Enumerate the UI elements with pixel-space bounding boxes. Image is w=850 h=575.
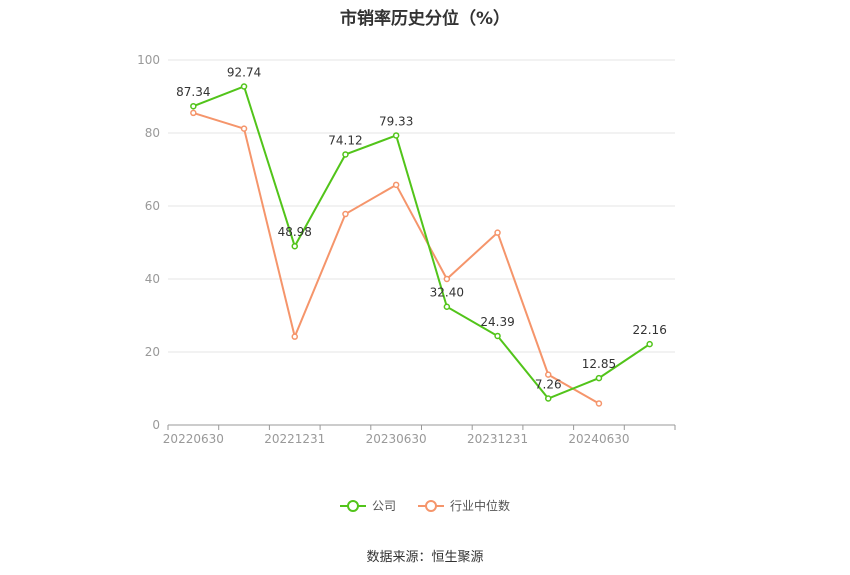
legend-industry-marker xyxy=(418,499,444,512)
series-lines xyxy=(190,83,653,407)
y-tick-label: 40 xyxy=(145,272,160,286)
y-tick-label: 100 xyxy=(137,53,160,67)
legend: 公司 行业中位数 xyxy=(0,497,850,514)
x-tick-label: 20240630 xyxy=(568,432,629,446)
data-point-company xyxy=(595,374,603,382)
series-line-industry xyxy=(193,111,600,405)
data-point-company xyxy=(291,242,298,250)
legend-company-label: 公司 xyxy=(371,499,396,513)
data-label: 74.12 xyxy=(328,133,362,147)
axes: 0 20 40 60 80 100 20220630 20221231 20230630 2023… xyxy=(137,53,676,446)
data-point-industry xyxy=(443,275,451,283)
data-label: 12.85 xyxy=(582,357,616,371)
data-point-company xyxy=(443,303,451,310)
data-point-company xyxy=(545,395,552,402)
data-label: 92.74 xyxy=(227,65,261,79)
data-source: 数据来源：恒生聚源 xyxy=(366,550,484,565)
x-tick-label: 20231231 xyxy=(467,432,528,446)
data-point-company xyxy=(494,332,501,340)
data-label: 32.40 xyxy=(430,286,464,300)
legend-item-company[interactable]: 公司 xyxy=(339,497,396,514)
data-label: 48.98 xyxy=(278,225,312,239)
data-point-company xyxy=(190,102,197,110)
legend-company-marker xyxy=(339,499,366,512)
data-point-industry xyxy=(545,371,552,378)
chart-title: 市销率历史分位（%） xyxy=(339,9,511,29)
data-label: 24.39 xyxy=(480,315,514,329)
y-tick-label: 0 xyxy=(152,418,160,432)
data-point-company xyxy=(342,151,349,158)
x-tick-label: 20221231 xyxy=(264,432,325,446)
data-point-company xyxy=(392,132,400,139)
data-point-company xyxy=(646,340,653,348)
data-point-industry xyxy=(392,181,400,189)
data-point-industry xyxy=(595,400,603,407)
series-line-company xyxy=(192,85,651,400)
line-chart: 0 20 40 60 80 100 20220630 20221231 20230630 2023… xyxy=(137,53,676,446)
data-label: 87.34 xyxy=(176,85,210,99)
data-point-industry xyxy=(291,333,298,340)
data-label: 79.33 xyxy=(379,114,413,128)
data-label: 22.16 xyxy=(632,323,666,337)
y-tick-label: 20 xyxy=(145,345,160,359)
data-point-industry xyxy=(240,125,248,132)
x-tick-label: 20220630 xyxy=(163,432,224,446)
grid-lines xyxy=(168,59,675,353)
x-tick-label: 20230630 xyxy=(366,432,427,446)
legend-industry-label: 行业中位数 xyxy=(450,499,511,513)
data-label: 7.26 xyxy=(535,378,562,392)
data-point-industry xyxy=(190,109,197,117)
y-tick-label: 80 xyxy=(145,126,160,140)
data-labels: 87.34 92.74 48.98 74.12 79.33 32.40 24.39 7.26 1… xyxy=(176,65,667,391)
data-point-industry xyxy=(342,210,349,218)
data-point-company xyxy=(240,83,248,90)
data-point-industry xyxy=(494,229,501,236)
legend-item-industry[interactable]: 行业中位数 xyxy=(418,497,510,514)
y-tick-label: 60 xyxy=(145,199,160,213)
